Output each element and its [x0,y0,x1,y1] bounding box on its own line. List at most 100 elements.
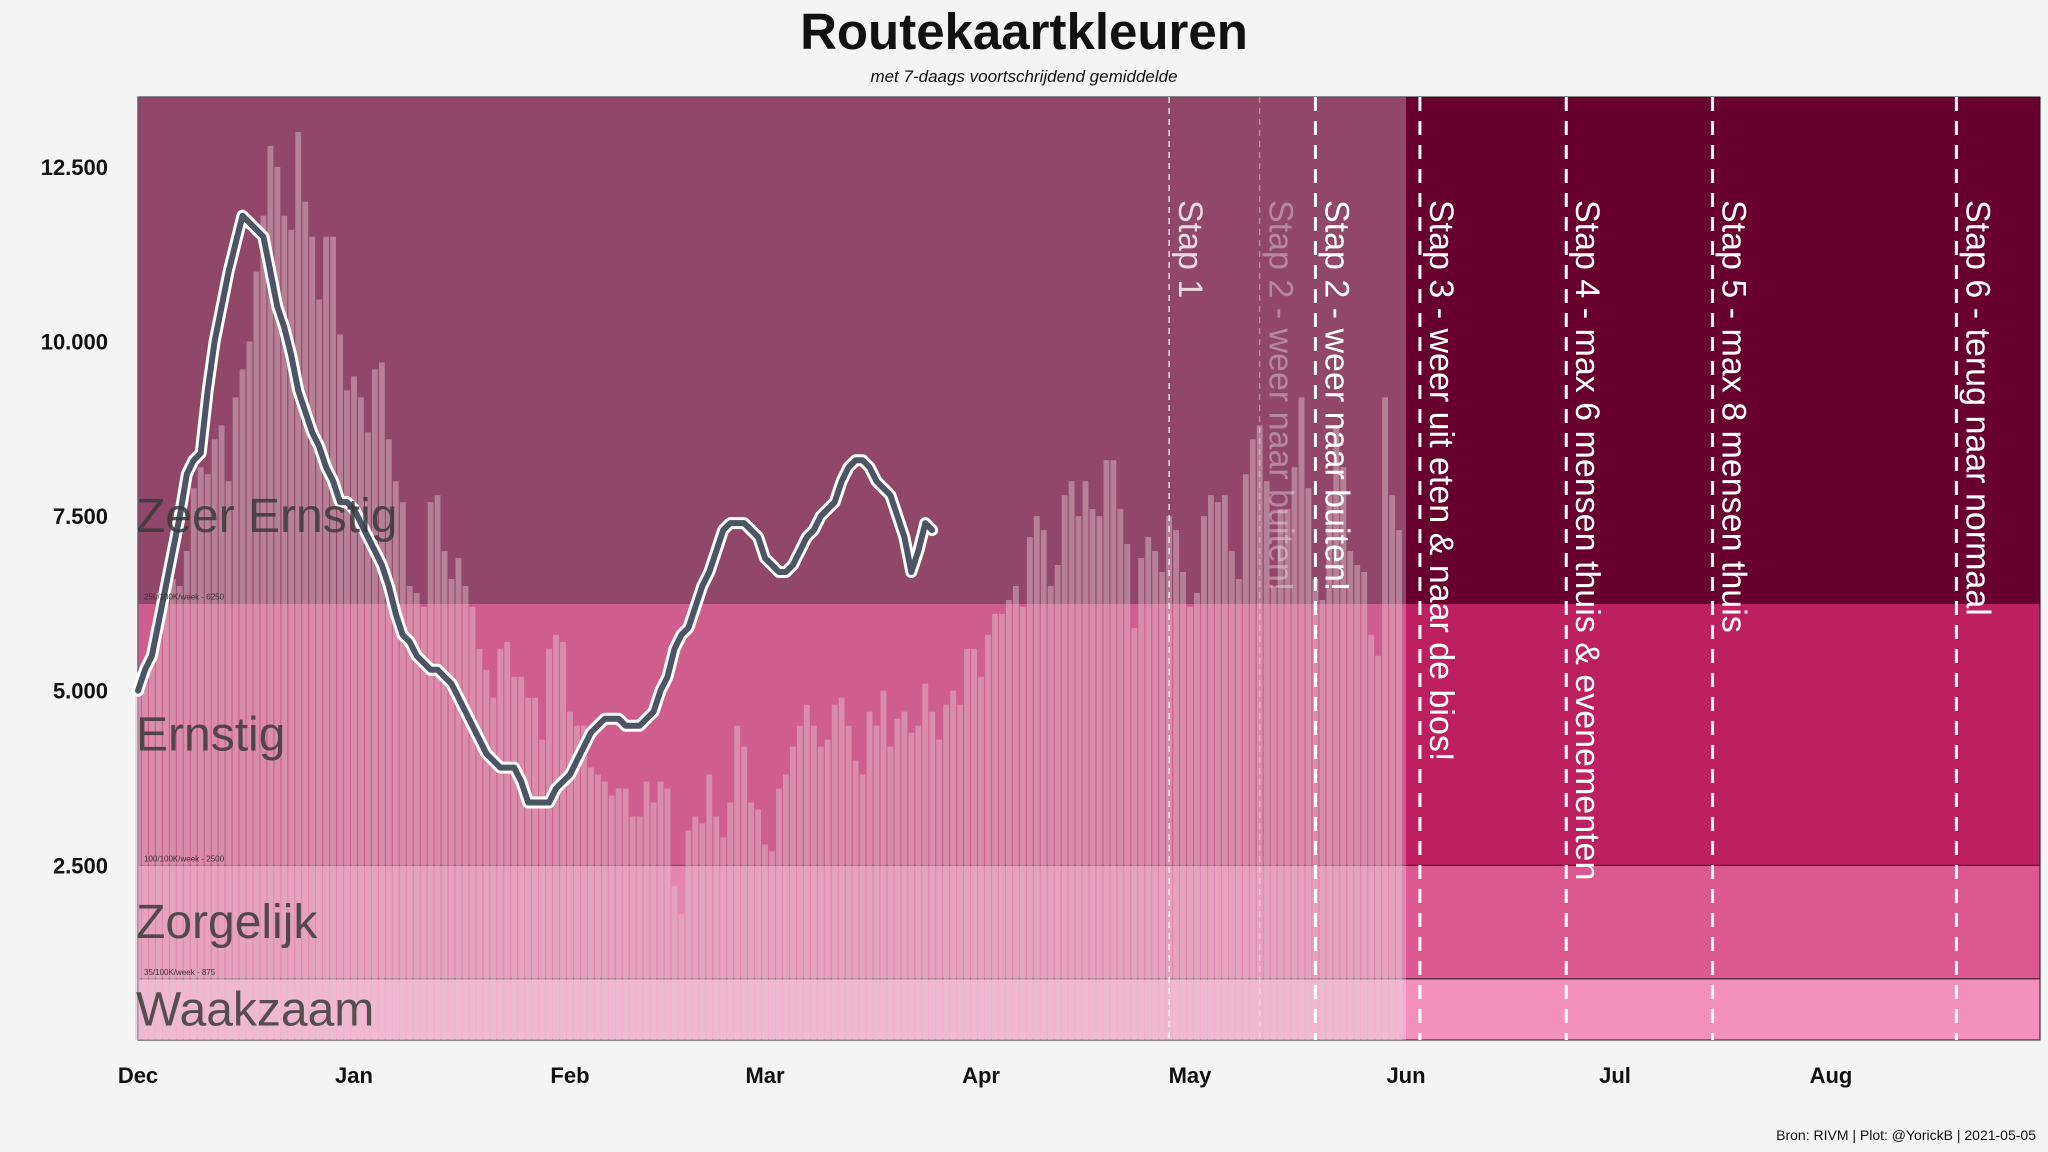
bar [727,802,734,1040]
bar [518,676,525,1040]
bar [664,788,671,1040]
bar [378,362,385,1041]
bar [1026,537,1033,1040]
bar [1033,516,1040,1040]
bar [497,648,504,1040]
bar [748,802,755,1040]
bar [789,746,796,1040]
bar [448,578,455,1040]
bar [922,683,929,1040]
bar [469,606,476,1040]
step-label: Stap 6 - terug naar normaal [1958,200,1996,616]
bar [699,823,706,1040]
bar [142,669,148,1040]
bar [532,697,539,1040]
bar [901,711,908,1040]
zone-label: Ernstig [136,708,285,761]
bar [894,718,901,1040]
bars-layer [135,131,1402,1041]
bar [546,648,552,1040]
bar [385,439,392,1041]
bar [887,746,894,1040]
steps-layer: Stap 1 Stap 2 - weer naar buiten! Stap 2 -… [1168,97,1996,1040]
bar [650,802,657,1040]
bar [692,816,699,1040]
y-tick-label: 12.500 [41,155,108,180]
bar [859,774,866,1040]
bar [838,697,845,1040]
bar [246,341,253,1041]
bar [1117,509,1124,1040]
bar [211,439,218,1041]
bar [504,641,511,1040]
bar [1166,516,1173,1040]
bar [1305,488,1312,1040]
bar [1389,495,1395,1041]
bar [1361,571,1368,1040]
bar [852,760,859,1040]
bar [769,851,775,1040]
bar [1235,578,1242,1040]
bar [434,495,441,1041]
bar [1012,585,1019,1040]
bar [364,432,371,1040]
zone-band-ernstig [138,603,2040,866]
zone-label: Zeer Ernstig [136,490,397,543]
threshold-label: 35/100K/week - 875 [144,968,216,977]
bar [573,725,580,1040]
bar [1075,516,1082,1040]
bar [483,669,490,1040]
bar [1270,585,1277,1040]
bar [601,781,608,1040]
bar [281,215,288,1040]
bar [427,502,434,1040]
bar [678,914,685,1040]
bar [490,697,497,1040]
bar [190,488,197,1040]
bar [1375,655,1382,1040]
step-label: Stap 1 [1171,200,1209,298]
bar [1145,537,1152,1040]
bar [1089,509,1096,1040]
zone-band-zorgelijk [138,865,2040,979]
x-tick-label: Mar [745,1063,785,1088]
x-tick-label: Jul [1599,1063,1631,1088]
source-caption: Bron: RIVM | Plot: @YorickB | 2021-05-05 [1776,1127,2036,1143]
y-tick-label: 5.000 [53,679,108,704]
bar [720,837,727,1040]
bar [1005,599,1012,1040]
bar [420,606,427,1040]
bar [197,467,204,1040]
bar [1180,571,1186,1040]
bar [831,704,838,1040]
bar [950,690,957,1040]
bar [845,725,852,1040]
bar [998,613,1005,1040]
bar [713,816,720,1040]
bar [1040,530,1047,1040]
zone-label: Zorgelijk [136,896,318,949]
bar [323,236,330,1040]
bar [734,725,741,1040]
bar [176,585,183,1040]
bar [462,585,469,1040]
x-tick-label: Dec [118,1063,158,1088]
bar [1326,495,1333,1041]
x-tick-label: Jan [335,1063,373,1088]
bar [267,145,274,1040]
bar [253,271,260,1040]
bar [803,704,810,1040]
bar [351,376,357,1040]
chart-title: Routekaartkleuren [800,3,1248,60]
bar [755,809,761,1040]
zones-layer [137,96,2041,1041]
bar [866,711,873,1040]
bar [371,369,378,1040]
bar [873,725,880,1040]
bar [302,201,309,1040]
bar [1019,606,1026,1040]
y-tick-label: 2.500 [53,853,108,878]
bar [1277,509,1284,1040]
bar [1082,481,1089,1040]
bar [204,474,211,1040]
